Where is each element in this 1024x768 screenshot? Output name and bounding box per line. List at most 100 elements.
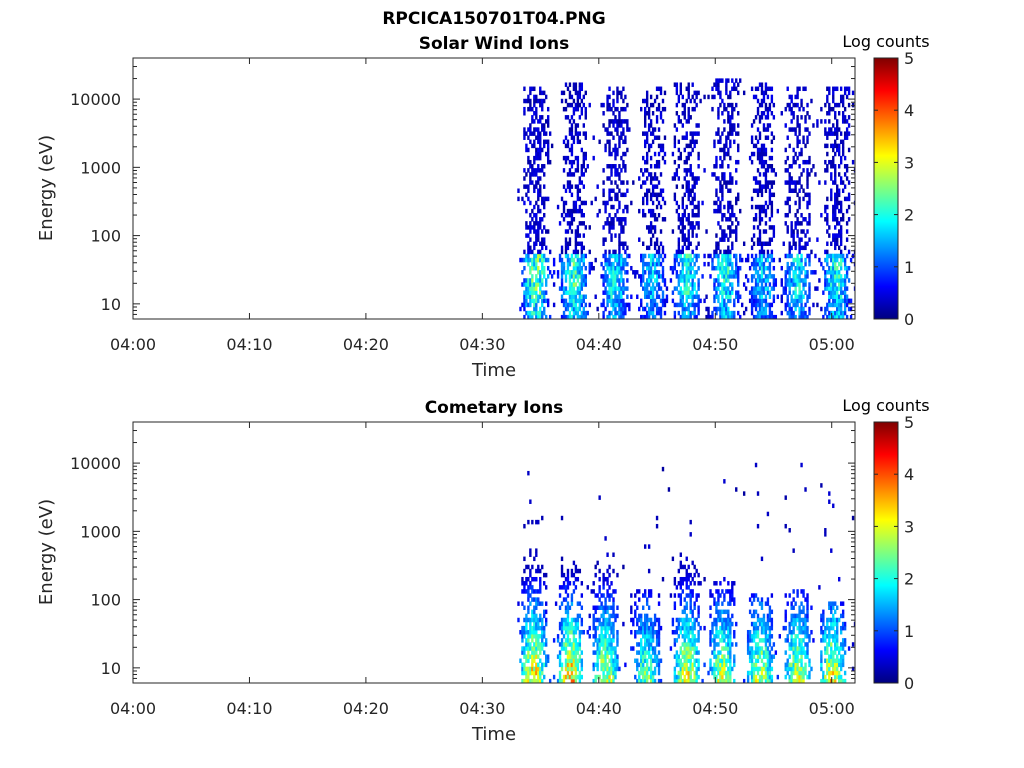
spectrogram-cell <box>824 278 827 283</box>
spectrogram-cell <box>760 310 764 316</box>
spectrogram-cell <box>539 143 542 149</box>
spectrogram-cell <box>612 225 615 230</box>
spectrogram-cell <box>804 270 807 275</box>
spectrogram-cell <box>727 290 730 295</box>
spectrogram-cell <box>576 306 580 312</box>
spectrogram-cell <box>715 589 718 594</box>
spectrogram-cell <box>768 642 772 647</box>
spectrogram-cell <box>614 662 617 668</box>
spectrogram-cell <box>847 192 851 198</box>
spectrogram-cell <box>760 601 764 606</box>
spectrogram-cell <box>539 294 542 300</box>
spectrogram-cell <box>568 90 572 96</box>
spectrogram-cell <box>539 115 542 120</box>
spectrogram-cell <box>640 621 643 627</box>
spectrogram-cell <box>679 86 682 92</box>
spectrogram-cell <box>715 617 718 623</box>
spectrogram-cell <box>683 241 686 246</box>
spectrogram-cell <box>574 654 578 659</box>
spectrogram-cell <box>824 119 827 124</box>
spectrogram-cell <box>594 629 597 635</box>
spectrogram-cell <box>845 176 849 181</box>
spectrogram-cell <box>608 270 611 275</box>
spectrogram-cell <box>729 217 732 222</box>
spectrogram-cell <box>798 200 801 206</box>
spectrogram-cell <box>758 274 762 279</box>
spectrogram-cell <box>834 274 837 279</box>
spectrogram-cell <box>519 306 522 312</box>
spectrogram-cell <box>847 147 851 153</box>
spectrogram-cell <box>760 302 764 308</box>
spectrogram-cell <box>752 674 756 680</box>
spectrogram-cell <box>719 310 722 316</box>
spectrogram-cell <box>614 147 617 153</box>
spectrogram-cell <box>731 176 734 181</box>
spectrogram-cell <box>800 212 803 218</box>
spectrogram-cell <box>521 670 524 676</box>
spectrogram-cell <box>533 678 536 683</box>
spectrogram-cell <box>673 576 677 582</box>
spectrogram-cell <box>537 310 540 316</box>
spectrogram-cell <box>681 225 684 230</box>
spectrogram-cell <box>760 678 764 683</box>
spectrogram-cell <box>545 601 548 606</box>
spectrogram-cell <box>622 119 625 124</box>
spectrogram-cell <box>640 642 643 647</box>
spectrogram-cell <box>784 200 787 206</box>
spectrogram-cell <box>655 196 659 202</box>
spectrogram-cell <box>733 127 736 132</box>
spectrogram-cell <box>537 147 540 153</box>
spectrogram-cell <box>788 127 791 132</box>
spectrogram-cell <box>820 306 823 312</box>
spectrogram-cell <box>776 294 780 300</box>
spectrogram-cell <box>739 208 742 214</box>
spectrogram-cell <box>790 642 793 647</box>
spectrogram-cell <box>733 270 736 275</box>
spectrogram-cell <box>552 270 556 275</box>
spectrogram-cell <box>804 629 807 635</box>
spectrogram-cell <box>545 119 548 124</box>
spectrogram-cell <box>725 314 728 319</box>
spectrogram-cell <box>602 111 605 116</box>
spectrogram-cell <box>790 621 793 627</box>
spectrogram-cell <box>643 180 647 185</box>
spectrogram-cell <box>847 249 851 255</box>
spectrogram-cell <box>790 245 793 251</box>
spectrogram-cell <box>535 94 538 100</box>
spectrogram-cell <box>746 674 750 680</box>
spectrogram-cell <box>693 646 696 651</box>
spectrogram-cell <box>653 617 657 623</box>
spectrogram-cell <box>689 658 692 664</box>
spectrogram-cell <box>655 634 659 639</box>
spectrogram-cell <box>796 294 799 300</box>
spectrogram-cell <box>647 654 651 659</box>
spectrogram-cell <box>548 159 552 165</box>
spectrogram-cell <box>838 306 841 312</box>
spectrogram-cell <box>649 172 653 177</box>
spectrogram-cell <box>731 221 734 226</box>
spectrogram-cell <box>733 212 736 218</box>
spectrogram-cell <box>839 314 843 319</box>
spectrogram-cell <box>669 265 673 271</box>
spectrogram-cell <box>560 666 564 672</box>
spectrogram-cell <box>794 617 797 623</box>
spectrogram-cell <box>721 237 724 242</box>
spectrogram-cell <box>839 298 843 304</box>
spectrogram-cell <box>768 196 772 202</box>
spectrogram-cell <box>608 265 611 271</box>
spectrogram-cell <box>606 278 609 283</box>
spectrogram-cell <box>737 147 740 153</box>
spectrogram-cell <box>723 147 726 153</box>
spectrogram-cell <box>802 282 805 287</box>
spectrogram-cell <box>794 294 797 300</box>
spectrogram-cell <box>721 617 724 623</box>
spectrogram-cell <box>580 662 584 668</box>
spectrogram-cell <box>729 253 732 259</box>
spectrogram-cell <box>794 666 797 672</box>
spectrogram-cell <box>655 184 659 189</box>
spectrogram-cell <box>796 274 799 279</box>
spectrogram-cell <box>760 617 764 623</box>
spectrogram-cell <box>760 286 764 291</box>
spectrogram-cell <box>572 314 576 319</box>
spectrogram-cell <box>733 629 736 635</box>
